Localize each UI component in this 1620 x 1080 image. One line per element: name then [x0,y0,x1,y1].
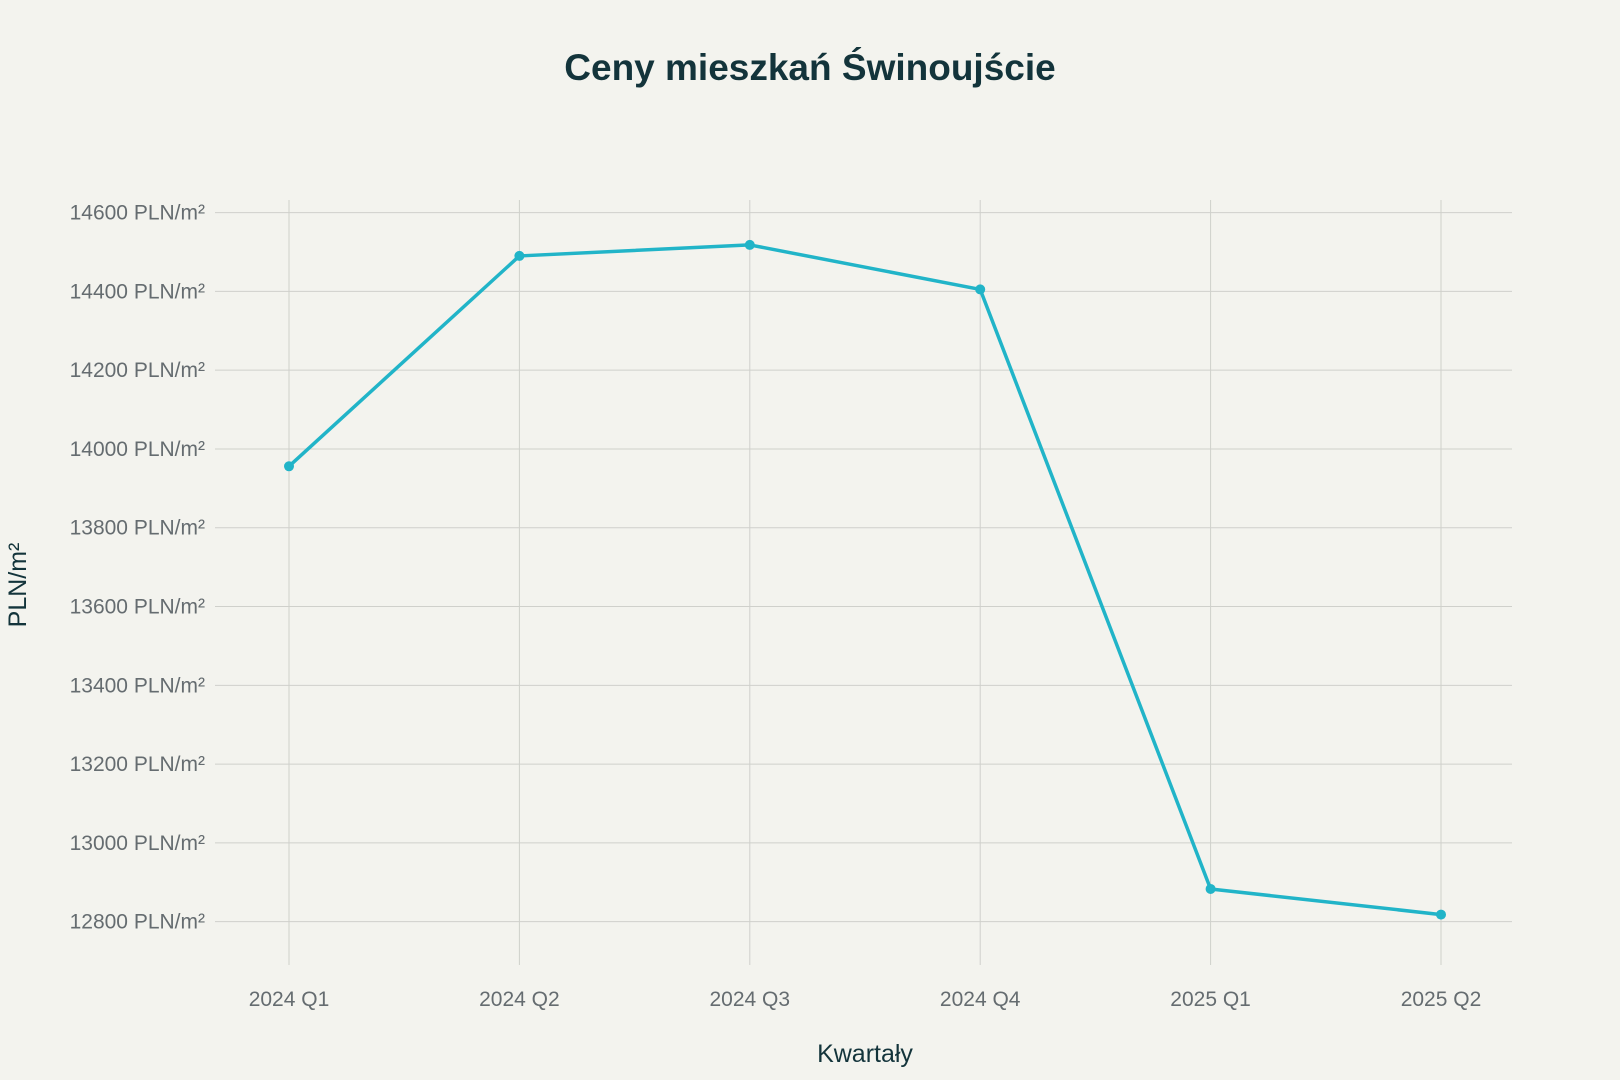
y-tick-label: 13800 PLN/m² [70,517,205,540]
y-tick-label: 14000 PLN/m² [70,438,205,461]
grid-lines [215,200,1512,965]
y-tick-label: 14200 PLN/m² [70,359,205,382]
x-tick-label: 2024 Q3 [710,988,791,1011]
data-point[interactable] [975,284,986,295]
y-tick-label: 13600 PLN/m² [70,596,205,619]
x-tick-label: 2024 Q4 [940,988,1021,1011]
x-tick-label: 2025 Q1 [1170,988,1251,1011]
x-tick-label: 2025 Q2 [1401,988,1482,1011]
x-tick-label: 2024 Q2 [479,988,560,1011]
y-tick-label: 14600 PLN/m² [70,202,205,225]
y-tick-label: 13400 PLN/m² [70,674,205,697]
x-tick-label: 2024 Q1 [249,988,330,1011]
chart-title: Ceny mieszkań Świnoujście [564,46,1055,88]
y-axis-ticks: 12800 PLN/m² 13000 PLN/m² 13200 PLN/m² 1340… [70,202,205,934]
x-axis-ticks: 2024 Q1 2024 Q2 2024 Q3 2024 Q4 2025 Q1 2025 … [249,988,1482,1011]
data-point[interactable] [284,461,294,472]
data-point[interactable] [514,250,525,261]
y-tick-label: 12800 PLN/m² [70,911,205,934]
series-line [287,243,1443,917]
series-layer [284,239,1446,920]
y-tick-label: 13200 PLN/m² [70,753,205,776]
y-tick-label: 13000 PLN/m² [70,832,205,855]
data-point[interactable] [1436,909,1446,920]
y-axis-title: PLN/m² [4,543,32,628]
data-point[interactable] [1205,883,1216,894]
data-point[interactable] [744,239,755,250]
x-axis-title: Kwartały [817,1040,913,1068]
y-tick-label: 14400 PLN/m² [70,280,205,303]
